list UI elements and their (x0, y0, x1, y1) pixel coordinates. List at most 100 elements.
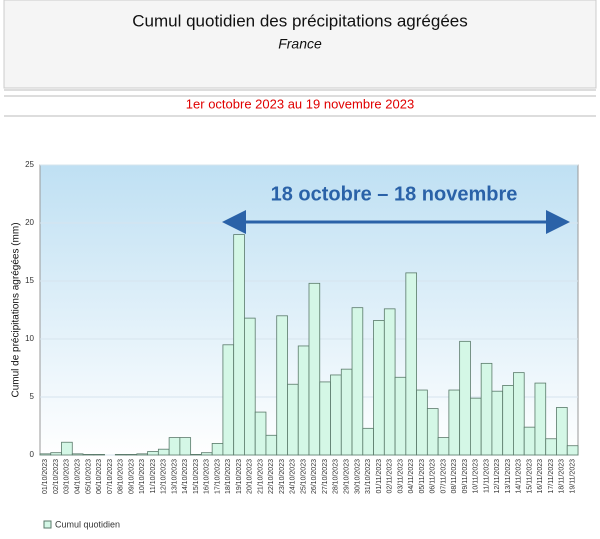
bar (39, 453, 52, 456)
x-tick-label: 18/10/2023 (225, 459, 232, 494)
y-axis-label: Cumul de précipitations agrégées (mm) (11, 222, 22, 397)
bar (534, 382, 547, 456)
x-tick-label: 25/10/2023 (300, 459, 307, 494)
x-tick-label: 21/10/2023 (257, 459, 264, 494)
x-tick-label: 12/10/2023 (161, 459, 168, 494)
bar (287, 383, 299, 456)
bar (556, 407, 568, 456)
x-tick-label: 24/10/2023 (290, 459, 297, 494)
bar (330, 374, 342, 456)
y-tick-label: 15 (25, 276, 34, 285)
y-tick-label: 20 (25, 218, 34, 227)
bar (168, 437, 181, 456)
x-tick-label: 03/11/2023 (397, 459, 404, 494)
bar (233, 234, 245, 456)
bar (545, 438, 557, 456)
bar (394, 376, 407, 456)
bar (71, 453, 84, 456)
x-tick-label: 02/11/2023 (387, 459, 394, 494)
x-tick-label: 31/10/2023 (365, 459, 372, 494)
bar (93, 454, 105, 456)
bar (254, 411, 267, 456)
x-tick-label: 07/10/2023 (107, 459, 114, 494)
x-tick-label: 17/10/2023 (214, 459, 221, 494)
bar (157, 448, 170, 456)
period: 1er octobre 2023 au 19 novembre 2023 (186, 96, 414, 111)
x-tick-label: 28/10/2023 (333, 459, 340, 494)
bar (373, 320, 385, 456)
x-tick-label: 05/10/2023 (85, 459, 92, 494)
bar (405, 272, 417, 456)
x-tick-label: 08/10/2023 (118, 459, 125, 494)
bar (222, 344, 235, 456)
legend-swatch (43, 520, 52, 529)
x-tick-label: 09/10/2023 (128, 459, 135, 494)
bar (136, 453, 148, 456)
bar (61, 441, 73, 456)
x-tick-label: 03/10/2023 (64, 459, 71, 494)
x-tick-label: 07/11/2023 (440, 459, 447, 494)
bar (125, 454, 138, 456)
x-tick-label: 20/10/2023 (247, 459, 254, 494)
bar (448, 389, 461, 456)
y-tick-label: 0 (30, 450, 35, 459)
x-tick-label: 19/10/2023 (236, 459, 243, 494)
bar (351, 307, 364, 456)
x-tick-label: 14/11/2023 (516, 459, 523, 494)
x-tick-label: 01/10/2023 (42, 459, 49, 494)
x-tick-label: 05/11/2023 (419, 459, 426, 494)
x-tick-label: 09/11/2023 (462, 459, 469, 494)
title: Cumul quotidien des précipitations agrég… (132, 11, 467, 30)
bar (426, 408, 439, 456)
x-tick-label: 06/11/2023 (430, 459, 437, 494)
x-tick-label: 16/10/2023 (204, 459, 211, 494)
x-tick-label: 26/10/2023 (311, 459, 318, 494)
x-tick-label: 02/10/2023 (53, 459, 60, 494)
x-tick-label: 22/10/2023 (268, 459, 275, 494)
x-tick-label: 08/11/2023 (451, 459, 458, 494)
x-tick-label: 27/10/2023 (322, 459, 329, 494)
bar (491, 390, 504, 456)
x-tick-label: 15/11/2023 (526, 459, 533, 494)
bar (383, 308, 396, 456)
bar (566, 445, 579, 456)
bar (147, 451, 159, 456)
bar (340, 368, 353, 456)
bar (502, 384, 514, 456)
x-tick-label: 29/10/2023 (344, 459, 351, 494)
x-tick-label: 04/10/2023 (75, 459, 82, 494)
y-tick-label: 25 (25, 160, 34, 169)
bar (244, 317, 256, 456)
bar (480, 362, 493, 456)
x-tick-label: 16/11/2023 (537, 459, 544, 494)
y-tick-label: 5 (30, 392, 35, 401)
y-tick-label: 10 (25, 334, 34, 343)
bar (82, 454, 95, 456)
bar (200, 452, 213, 456)
x-tick-label: 23/10/2023 (279, 459, 286, 494)
annotation: 18 octobre – 18 novembre (271, 183, 518, 205)
bar (416, 389, 428, 456)
bar (114, 454, 127, 456)
subtitle: France (278, 36, 322, 52)
bar (513, 372, 525, 456)
x-tick-label: 06/10/2023 (96, 459, 103, 494)
bar (265, 434, 278, 456)
bar (362, 427, 374, 456)
bar (211, 442, 224, 456)
header-box (3, 0, 597, 89)
bar (523, 426, 536, 456)
x-tick-label: 10/11/2023 (473, 459, 480, 494)
x-tick-label: 30/10/2023 (354, 459, 361, 494)
bar (308, 282, 321, 456)
x-tick-label: 18/11/2023 (559, 459, 566, 494)
bar (469, 397, 482, 456)
x-tick-label: 14/10/2023 (182, 459, 189, 494)
bar (190, 454, 202, 456)
bar (437, 437, 450, 456)
bar (459, 340, 471, 456)
x-tick-label: 11/10/2023 (150, 459, 157, 494)
x-tick-label: 04/11/2023 (408, 459, 415, 494)
x-tick-label: 01/11/2023 (376, 459, 383, 494)
